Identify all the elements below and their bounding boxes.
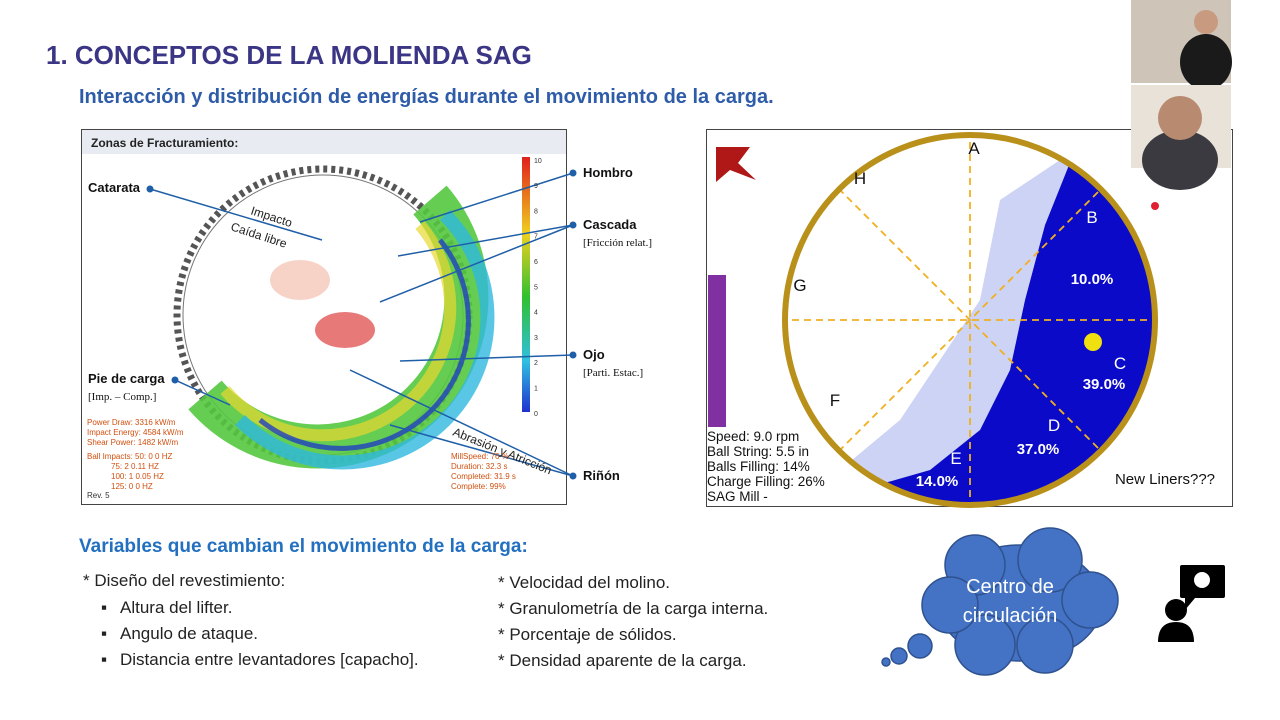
- mill-info: SAG Mill -: [707, 489, 768, 504]
- impact-stat: 75: 2 0.11 HZ: [111, 462, 159, 471]
- list-item: * Porcentaje de sólidos.: [498, 625, 677, 644]
- scale-label: 7: [534, 234, 538, 241]
- zone-letter: E: [950, 449, 961, 468]
- colorbar: [522, 157, 530, 412]
- zone-letter: H: [854, 169, 866, 188]
- mill-info: Ball String: 5.5 in: [707, 444, 809, 459]
- list-item: Distancia entre levantadores [capacho].: [120, 650, 419, 669]
- charge-region: [785, 135, 1155, 505]
- center-marker: [1084, 333, 1102, 351]
- scale-label: 2: [534, 360, 538, 367]
- bullet: ▪: [101, 650, 108, 669]
- bullet: ▪: [101, 624, 108, 643]
- stat: Impact Energy: 4584 kW/m: [87, 428, 184, 437]
- list-item: Angulo de ataque.: [120, 624, 259, 643]
- impact-zone: [315, 312, 375, 348]
- zone-percent: 39.0%: [1083, 376, 1126, 393]
- stat: Complete: 99%: [451, 482, 506, 491]
- zone-letter: D: [1048, 416, 1060, 435]
- left-header: Zonas de Fracturamiento:: [91, 136, 238, 150]
- zone-letter: B: [1086, 208, 1097, 227]
- mill-info: Speed: 9.0 rpm: [707, 429, 799, 444]
- mill-shell: [782, 132, 1158, 508]
- mill-info: Balls Filling: 14%: [707, 459, 810, 474]
- scale-label: 1: [534, 386, 538, 393]
- stat: Power Draw: 3316 kW/m: [87, 418, 176, 427]
- scale-label: 4: [534, 310, 538, 317]
- zone-letter: A: [968, 139, 980, 158]
- webcam-person: [1180, 34, 1232, 90]
- cloud-text: Centro de: [966, 576, 1054, 598]
- scale-label: 8: [534, 208, 538, 215]
- zone-letter: C: [1114, 354, 1126, 373]
- leader-dots: [146, 169, 577, 480]
- webcam-person: [1194, 10, 1218, 34]
- note: New Liners???: [1115, 471, 1215, 488]
- zone-percent: 37.0%: [1017, 441, 1060, 458]
- zone-percent: 10.0%: [1071, 271, 1114, 288]
- bullet: ▪: [101, 598, 108, 617]
- stat: Shear Power: 1482 kW/m: [87, 438, 178, 447]
- label: Ojo: [583, 347, 605, 362]
- label-note: [Imp. – Comp.]: [88, 391, 156, 403]
- list-heading: * Diseño del revestimiento:: [83, 571, 286, 590]
- mill-info: Charge Filling: 26%: [707, 474, 825, 489]
- list-item: * Velocidad del molino.: [498, 573, 671, 592]
- list-item: * Granulometría de la carga interna.: [498, 599, 769, 618]
- variables-heading: Variables que cambian el movimiento de l…: [79, 536, 528, 557]
- stat: Completed: 31.9 s: [451, 472, 516, 481]
- charge-core: [258, 238, 471, 451]
- webcam-person: [1142, 130, 1218, 190]
- impact-stat: 125: 0 0 HZ: [111, 482, 153, 491]
- stat: Duration: 32.3 s: [451, 462, 507, 471]
- zone-letter: F: [830, 391, 840, 410]
- zone-percent: 14.0%: [916, 473, 959, 490]
- scale-label: 5: [534, 284, 538, 291]
- stat: MillSpeed: 76 %: [451, 452, 509, 461]
- scale-label: 6: [534, 259, 538, 266]
- energy-bar: [708, 275, 726, 427]
- scale-label: 3: [534, 335, 538, 342]
- label-note: [Parti. Estac.]: [583, 367, 643, 379]
- label: Cascada: [583, 217, 637, 232]
- left-header-bg: [82, 130, 566, 154]
- zone-lines: [785, 135, 1155, 505]
- charge-inner: [235, 210, 495, 470]
- cloud: [881, 527, 1119, 676]
- list-item: Altura del lifter.: [120, 598, 233, 617]
- cursor: [1151, 202, 1159, 210]
- title: 1. CONCEPTOS DE LA MOLIENDA SAG: [46, 40, 532, 70]
- cataract-zone: [270, 260, 330, 300]
- scale-label: 10: [534, 158, 542, 165]
- label: Hombro: [583, 165, 633, 180]
- label: Riñón: [583, 468, 620, 483]
- label: Pie de carga: [88, 371, 165, 386]
- scale-label: 0: [534, 411, 538, 418]
- list-item: * Densidad aparente de la carga.: [498, 651, 747, 670]
- charge-spray: [840, 150, 1075, 490]
- zone-letter: G: [793, 276, 806, 295]
- impact-stat: 100: 1 0.05 HZ: [111, 472, 164, 481]
- cloud-text: circulación: [963, 605, 1057, 627]
- logo: [716, 147, 756, 182]
- rev: Rev. 5: [87, 491, 110, 500]
- subtitle: Interacción y distribución de energías d…: [79, 86, 774, 108]
- label: Catarata: [88, 180, 141, 195]
- charge-mid: [220, 221, 457, 442]
- impact-stat: Ball Impacts: 50: 0 0 HZ: [87, 452, 172, 461]
- label-note: [Fricción relat.]: [583, 237, 652, 249]
- idea-icon: [1158, 565, 1225, 642]
- webcam-person: [1158, 96, 1202, 140]
- scale-label: 9: [534, 183, 538, 190]
- leader-lines: [149, 172, 574, 477]
